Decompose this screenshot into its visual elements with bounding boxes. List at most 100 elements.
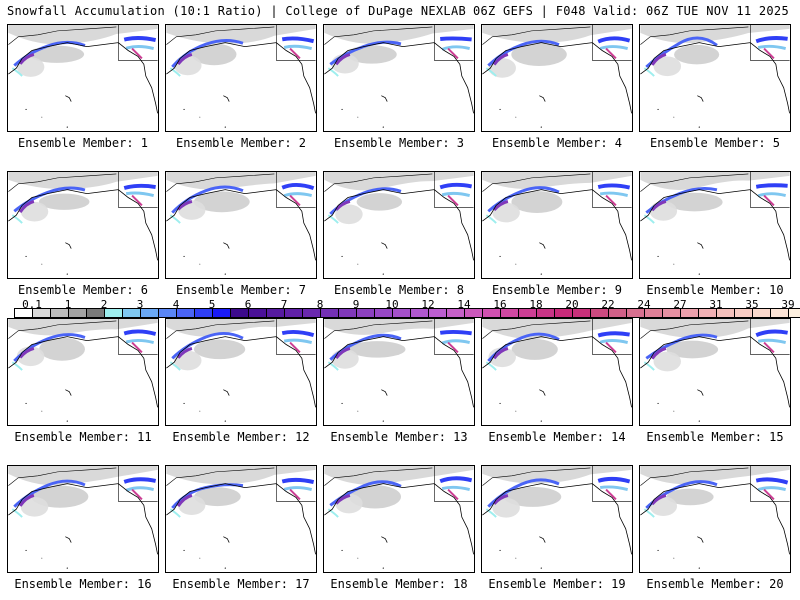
border xyxy=(276,25,316,61)
snow-band xyxy=(441,485,471,491)
snow-shading xyxy=(335,204,363,225)
snow-shading xyxy=(166,25,316,44)
snow-band xyxy=(125,191,155,197)
hawaii xyxy=(223,536,230,543)
snow-shading xyxy=(194,487,241,507)
border xyxy=(276,319,316,355)
snow-shading xyxy=(193,191,250,213)
coastline xyxy=(8,189,158,261)
ensemble-map-panel xyxy=(323,318,475,426)
snow-shading xyxy=(28,45,85,63)
snow-band xyxy=(755,329,788,337)
snow-band xyxy=(176,494,193,508)
snow-band xyxy=(485,508,497,518)
border xyxy=(592,466,632,502)
coastline xyxy=(640,42,790,114)
ensemble-member-label: Ensemble Member: 6 xyxy=(17,283,149,297)
colorbar-tick-label: 16 xyxy=(493,298,507,311)
border xyxy=(118,466,158,502)
snow-shading xyxy=(324,25,474,44)
colorbar-swatch xyxy=(195,309,213,317)
snow-shading xyxy=(511,190,563,213)
ensemble-member-label: Ensemble Member: 15 xyxy=(646,430,784,444)
hawaii xyxy=(697,95,704,102)
snow-band xyxy=(643,67,655,77)
coastline xyxy=(8,173,117,192)
hawaii xyxy=(65,95,72,102)
coastline xyxy=(482,467,591,486)
snow-band xyxy=(763,47,775,60)
snow-band xyxy=(597,331,630,338)
snow-shading xyxy=(20,201,49,222)
colorbar-swatch xyxy=(717,309,735,317)
snow-shading xyxy=(324,466,474,485)
colorbar-swatch xyxy=(789,309,800,317)
snow-band xyxy=(329,333,402,361)
colorbar-swatch xyxy=(393,309,411,317)
snow-band xyxy=(650,53,667,66)
snow-shading xyxy=(666,192,723,212)
chart-title: Snowfall Accumulation (10:1 Ratio) | Col… xyxy=(7,4,467,18)
ensemble-map-panel xyxy=(481,318,633,426)
border xyxy=(750,466,790,502)
snow-band xyxy=(177,200,193,211)
border xyxy=(592,319,632,355)
coastline xyxy=(324,189,474,261)
hawaii xyxy=(381,389,388,396)
coastline xyxy=(324,320,433,339)
ensemble-member-label: Ensemble Member: 16 xyxy=(14,577,152,591)
snow-band xyxy=(283,338,313,344)
snow-band xyxy=(439,182,473,190)
colorbar-swatch xyxy=(645,309,663,317)
snow-shading xyxy=(640,172,790,190)
ensemble-member-label: Ensemble Member: 19 xyxy=(488,577,626,591)
colorbar-swatch xyxy=(411,309,429,317)
snow-band xyxy=(283,192,313,198)
coastline xyxy=(324,26,433,45)
snow-band xyxy=(492,53,509,66)
border xyxy=(434,319,474,355)
run-valid-time: 06Z GEFS | F048 Valid: 06Z TUE NOV 11 20… xyxy=(472,4,789,18)
snow-shading xyxy=(8,25,158,45)
colorbar-tick-label: 9 xyxy=(352,298,360,311)
snow-band xyxy=(171,331,244,360)
colorbar-swatch xyxy=(483,309,501,317)
snow-band xyxy=(281,183,315,191)
snow-band xyxy=(169,361,181,371)
hawaii xyxy=(381,536,388,543)
ensemble-map-panel xyxy=(481,465,633,573)
colorbar-swatch xyxy=(213,309,231,317)
snow-band xyxy=(441,45,471,51)
snow-band xyxy=(447,47,459,60)
ensemble-member-label: Ensemble Member: 7 xyxy=(175,283,307,297)
ensemble-member-label: Ensemble Member: 9 xyxy=(491,283,623,297)
colorbar-swatch xyxy=(447,309,465,317)
snow-shading xyxy=(8,172,158,190)
colorbar-tick-label: 31 xyxy=(709,298,723,311)
snow-band xyxy=(169,214,181,224)
coastline xyxy=(482,320,591,339)
hawaii xyxy=(65,389,72,396)
colorbar-swatch xyxy=(357,309,375,317)
snow-shading xyxy=(511,338,558,360)
snow-shading xyxy=(666,340,719,359)
coastline xyxy=(166,467,275,486)
ensemble-member-label: Ensemble Member: 3 xyxy=(333,136,465,150)
hawaii xyxy=(539,536,546,543)
snow-band xyxy=(13,40,86,67)
snow-band xyxy=(599,485,629,491)
border xyxy=(118,172,158,208)
snow-band xyxy=(327,67,339,77)
snow-band xyxy=(171,39,244,68)
border xyxy=(750,319,790,355)
colorbar-tick-label: 4 xyxy=(172,298,180,311)
coastline xyxy=(166,320,275,339)
coastline xyxy=(8,336,158,408)
snow-shading xyxy=(649,496,678,516)
coastline xyxy=(166,173,275,192)
colorbar-swatch xyxy=(465,309,483,317)
coastline xyxy=(8,26,117,45)
hawaii xyxy=(697,242,704,249)
snow-shading xyxy=(674,44,720,65)
colorbar-swatch xyxy=(537,309,555,317)
